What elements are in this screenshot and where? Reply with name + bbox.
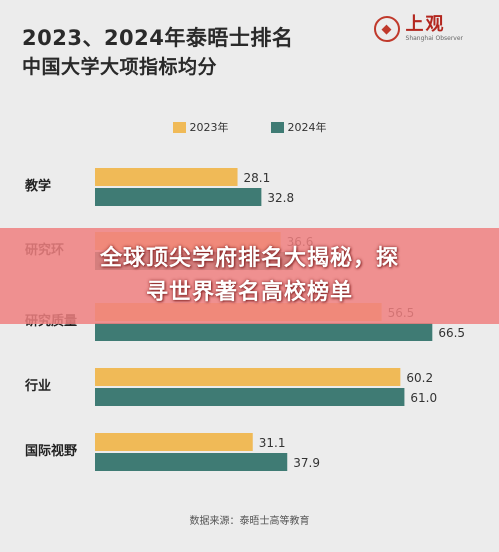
- publisher-logo: ◆ 上观 Shanghai Observer: [373, 14, 463, 42]
- legend-item-2024: 2024年: [270, 119, 327, 135]
- legend-swatch-2024: [270, 121, 284, 133]
- logo-name: 上观: [405, 14, 446, 35]
- bar-2024: [95, 188, 262, 206]
- logo-mark-icon: ◆: [373, 16, 400, 42]
- logo-subtitle: Shanghai Observer: [405, 35, 463, 42]
- bar-value-label: 37.9: [293, 456, 320, 470]
- legend-swatch-2023: [172, 121, 186, 133]
- legend-label-2023: 2023年: [189, 121, 229, 134]
- bar-value-label: 61.0: [410, 391, 437, 405]
- chart-legend: 2023年 2024年: [0, 119, 499, 135]
- legend-label-2024: 2024年: [287, 121, 327, 134]
- data-source-note: 数据来源：泰晤士高等教育: [189, 516, 310, 527]
- category-label: 教学: [24, 178, 51, 194]
- bar-value-label: 31.1: [259, 436, 286, 450]
- legend-item-2023: 2023年: [172, 119, 229, 135]
- bar-value-label: 60.2: [406, 371, 433, 385]
- bar-2023: [95, 168, 238, 186]
- bar-2023: [95, 368, 401, 386]
- category-label: 行业: [24, 378, 51, 394]
- chart-title-line2: 中国大学大项指标均分: [22, 56, 218, 78]
- bar-value-label: 28.1: [244, 171, 271, 185]
- overlay-banner: 全球顶尖学府排名大揭秘，探 寻世界著名高校榜单: [0, 228, 499, 324]
- bar-value-label: 66.5: [438, 326, 465, 340]
- bar-value-label: 32.8: [267, 191, 294, 205]
- bar-2023: [95, 433, 253, 451]
- category-label: 国际视野: [25, 443, 77, 459]
- bar-2024: [95, 323, 433, 341]
- bar-2024: [95, 388, 405, 406]
- bar-2024: [95, 453, 288, 471]
- chart-title-line1: 2023、2024年泰晤士排名: [22, 26, 294, 50]
- banner-line1: 全球顶尖学府排名大揭秘，探: [99, 246, 399, 271]
- banner-line2: 寻世界著名高校榜单: [145, 280, 353, 305]
